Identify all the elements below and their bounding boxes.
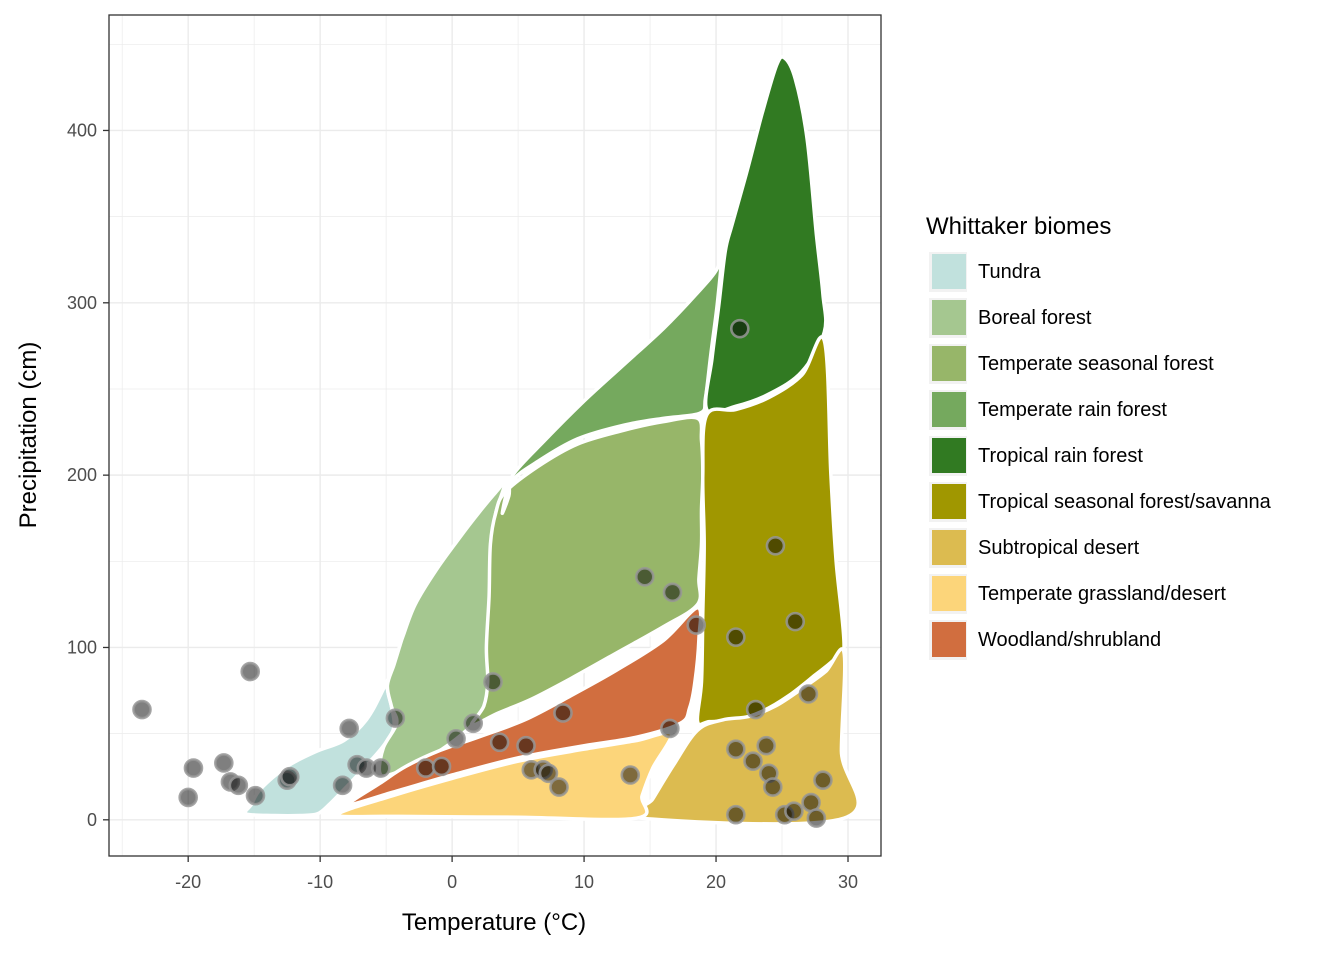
data-point (415, 758, 436, 778)
data-point (743, 751, 763, 772)
data-point (813, 770, 833, 790)
data-point (385, 708, 406, 728)
legend-swatch (932, 254, 966, 289)
biome-region-temperate-seasonal-forest (469, 415, 705, 727)
data-point (726, 739, 746, 759)
data-point (178, 787, 198, 808)
data-point (798, 684, 819, 704)
data-point (240, 661, 261, 682)
legend-swatch (932, 622, 966, 657)
biome-region-tropical-rain-forest (703, 55, 828, 415)
legend-swatch (932, 346, 966, 381)
data-point (245, 785, 266, 806)
legend-label: Boreal forest (978, 307, 1092, 329)
x-tick-label: 10 (574, 872, 594, 892)
data-point (446, 729, 466, 749)
data-point (785, 611, 806, 632)
data-point (729, 318, 750, 339)
legend: Whittaker biomes Tundra Boreal forest Temp… (926, 213, 1272, 660)
legend-label: Woodland/shrubland (978, 629, 1161, 651)
data-point (726, 627, 746, 647)
y-tick-label: 300 (67, 293, 97, 313)
x-axis: -20 -10 0 10 20 30 (175, 856, 858, 892)
data-point (332, 775, 353, 796)
data-point (371, 758, 391, 778)
data-point (762, 777, 783, 797)
biome-region-temperate-rain-forest (500, 243, 725, 515)
y-axis: 0 100 200 300 400 (67, 120, 109, 830)
data-point (489, 732, 510, 753)
data-points (132, 318, 833, 828)
data-point (756, 735, 776, 756)
y-tick-label: 0 (87, 810, 97, 830)
data-point (463, 713, 484, 734)
data-point (784, 801, 804, 821)
legend-items: Tundra Boreal forest Temperate seasonal fo… (929, 252, 1272, 660)
legend-title: Whittaker biomes (926, 213, 1111, 240)
data-point (686, 615, 707, 635)
data-point (228, 775, 249, 796)
data-point (662, 582, 683, 603)
legend-label: Subtropical desert (978, 537, 1140, 559)
data-point (516, 735, 536, 756)
data-point (483, 672, 503, 692)
x-tick-label: -10 (307, 872, 333, 892)
x-axis-title: Temperature (°C) (402, 909, 586, 936)
legend-swatch (932, 392, 966, 427)
data-point (279, 766, 300, 787)
y-tick-label: 400 (67, 120, 97, 140)
legend-label: Tundra (978, 261, 1042, 283)
data-point (549, 777, 569, 797)
legend-swatch (932, 484, 966, 519)
x-tick-label: 0 (447, 872, 457, 892)
plot-panel-border (108, 14, 882, 857)
data-point (553, 703, 573, 723)
data-point (765, 535, 786, 556)
data-point (745, 699, 766, 720)
legend-label: Temperate seasonal forest (978, 353, 1214, 375)
x-tick-label: 20 (706, 872, 726, 892)
legend-swatch (932, 300, 966, 335)
x-tick-label: -20 (175, 872, 201, 892)
legend-label: Temperate rain forest (978, 399, 1167, 421)
data-point (538, 763, 559, 784)
y-axis-title: Precipitation (cm) (15, 342, 42, 529)
data-point (214, 753, 234, 773)
data-point (620, 765, 641, 785)
legend-label: Tropical seasonal forest/savanna (978, 491, 1272, 513)
legend-swatch (932, 576, 966, 611)
legend-swatch (932, 530, 966, 565)
x-tick-label: 30 (838, 872, 858, 892)
data-point (431, 756, 452, 777)
legend-swatch (932, 438, 966, 473)
data-point (726, 804, 746, 825)
data-point (660, 718, 680, 739)
data-point (132, 699, 152, 720)
data-point (339, 718, 359, 739)
biome-regions (243, 55, 860, 826)
y-tick-label: 200 (67, 465, 97, 485)
y-tick-label: 100 (67, 637, 97, 657)
legend-label: Tropical rain forest (978, 445, 1143, 467)
legend-label: Temperate grassland/desert (978, 583, 1226, 605)
data-point (634, 567, 655, 587)
data-point (183, 758, 204, 778)
data-point (806, 808, 827, 828)
